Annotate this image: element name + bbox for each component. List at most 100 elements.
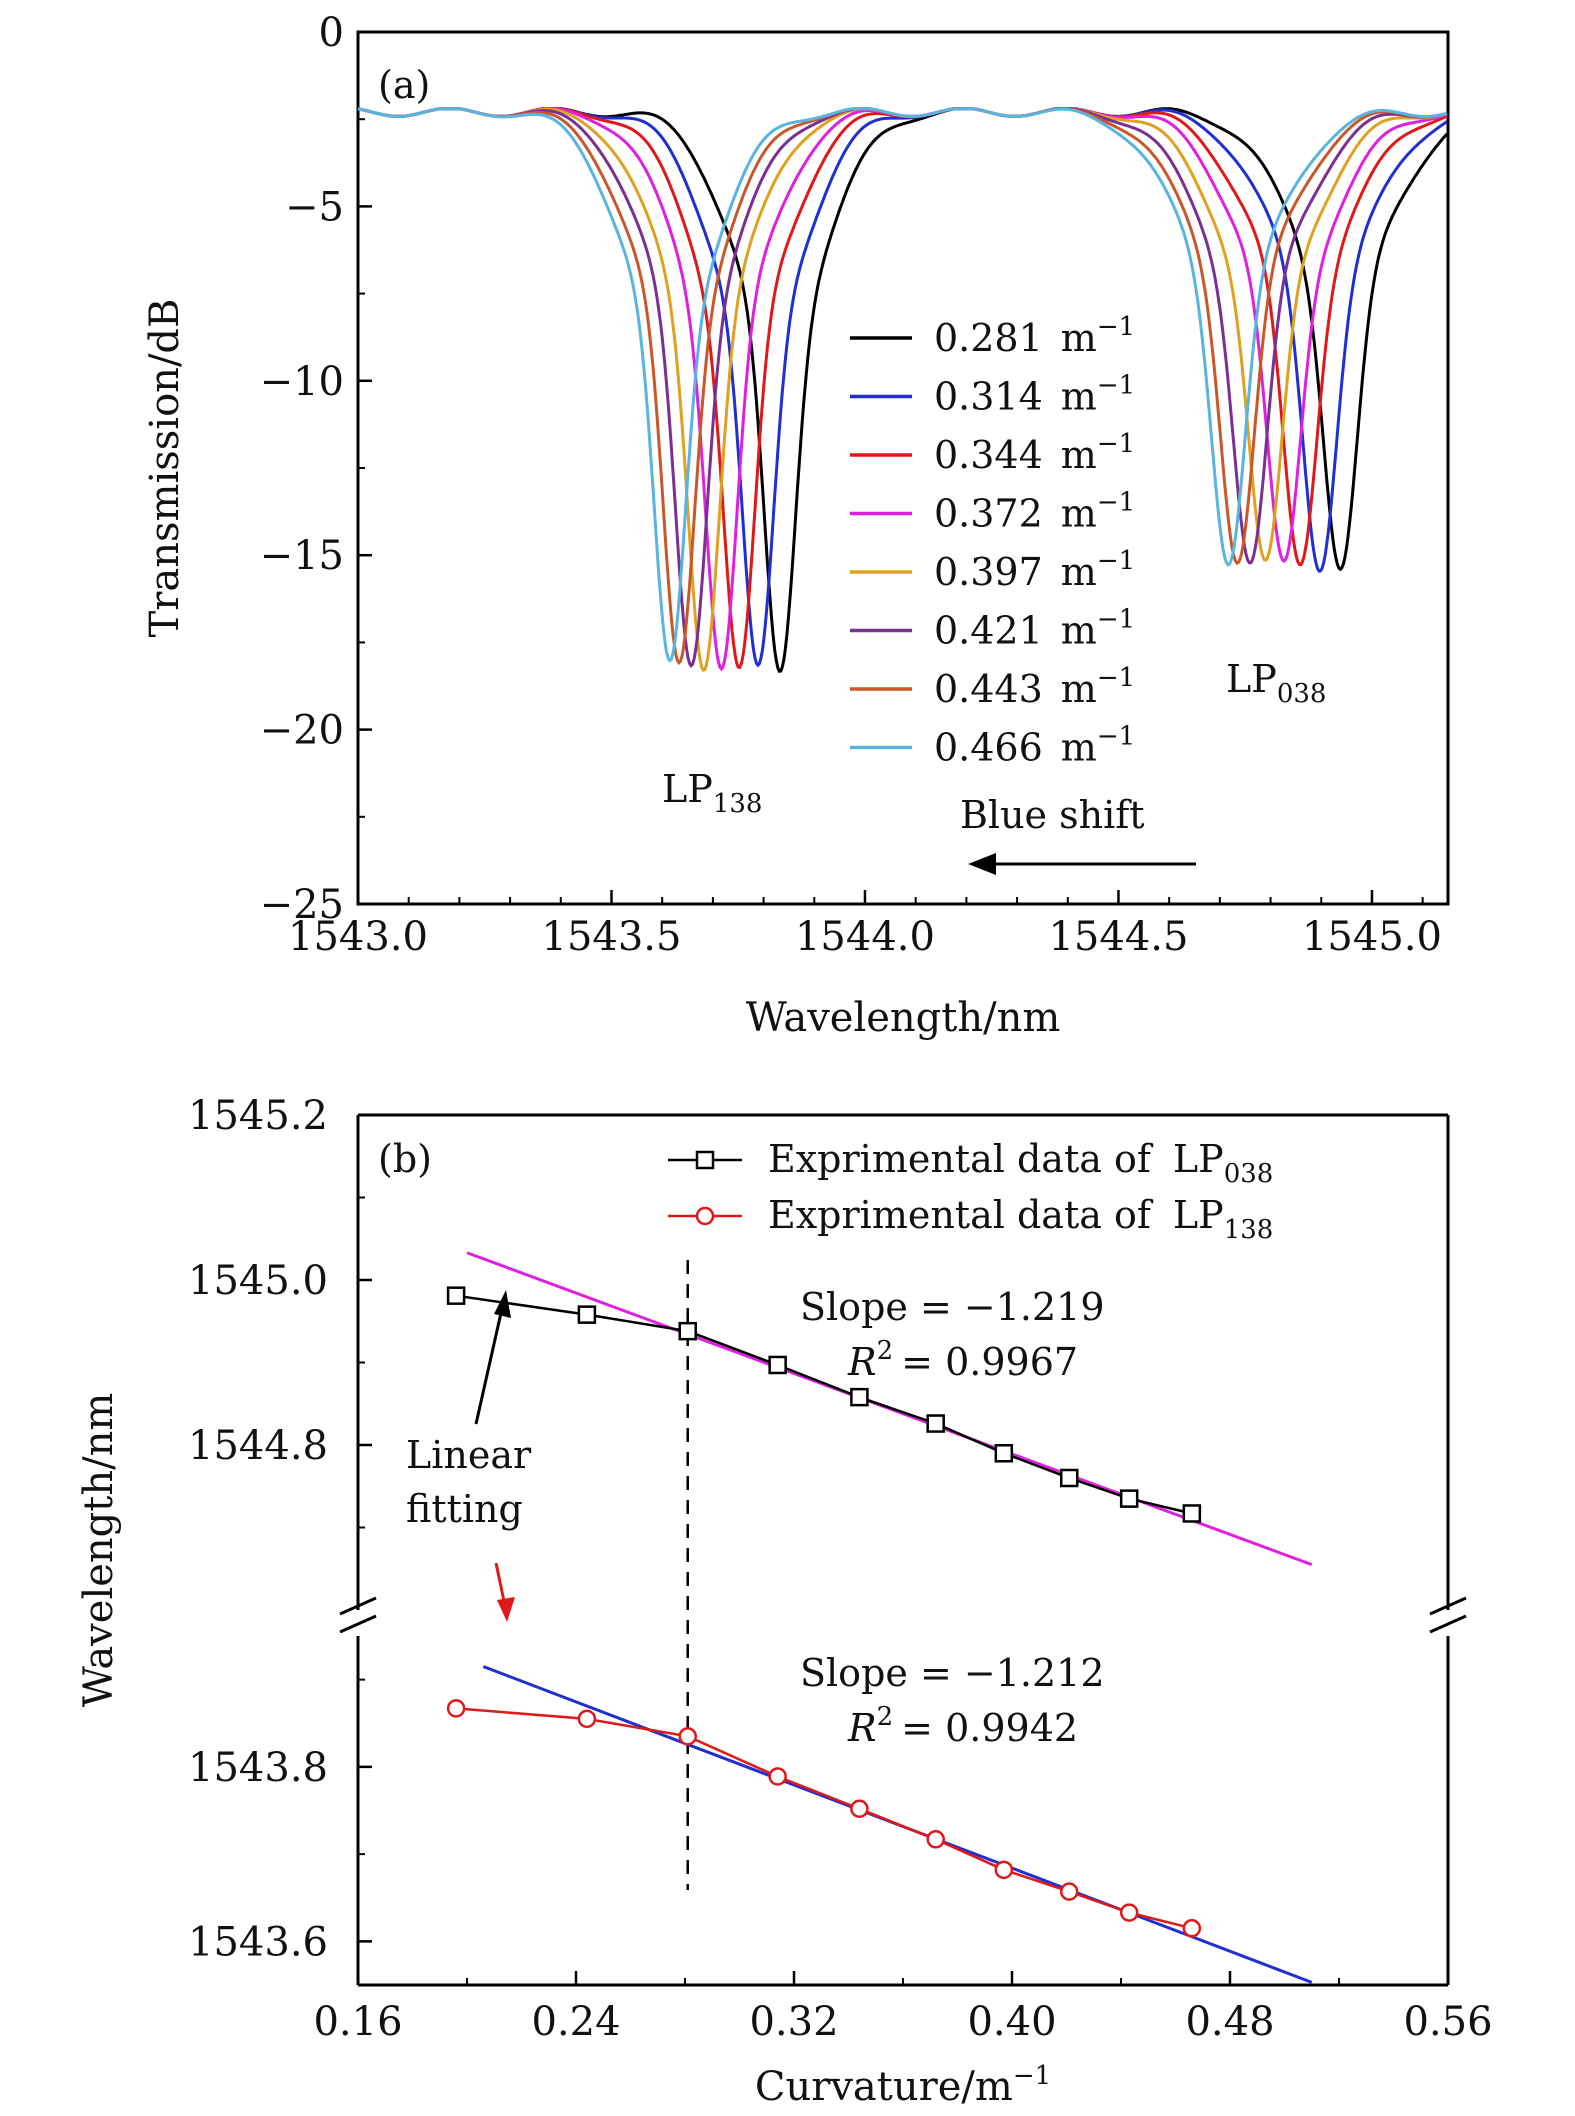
point-038 <box>1119 1489 1139 1508</box>
a-legend-label: 0.281 m−1 <box>934 312 1135 360</box>
a-legend-value: 0.443 <box>934 667 1043 711</box>
panel-b-label: (b) <box>378 1137 432 1181</box>
a-ytick-label: −10 <box>260 359 344 405</box>
a-legend-value: 0.281 <box>934 316 1043 360</box>
panel-b-xlabel: Curvature/m−1 <box>755 2061 1051 2110</box>
panel-a-legend: 0.281 m−10.314 m−10.344 m−10.372 m−10.397 m−1… <box>850 312 1135 770</box>
b-xtick-label: 0.40 <box>967 1999 1056 2045</box>
panel-a: 1543.0 1543.5 1544.0 1544.5 1545.0 0 −5 −10 −15 −… <box>142 10 1450 1041</box>
panel-a-xlabel: Wavelength/nm <box>746 995 1061 1041</box>
a-legend-value: 0.421 <box>934 609 1043 653</box>
a-legend-exp: −1 <box>1097 605 1135 635</box>
b-ytick-label: 1543.8 <box>188 1745 328 1791</box>
r2-lower-symbol: R <box>847 1706 877 1750</box>
a-legend-unit: m <box>1061 316 1097 360</box>
legend-lp038-base: LP <box>1173 1137 1224 1181</box>
a-legend-unit: m <box>1061 433 1097 477</box>
a-legend-label: 0.372 m−1 <box>934 488 1135 536</box>
blue-shift-label: Blue shift <box>960 793 1145 837</box>
axis-break-left <box>339 1596 377 1634</box>
point-138 <box>1059 1882 1079 1901</box>
r2-upper-exp: 2 <box>877 1336 894 1366</box>
panel-a-curves <box>357 107 1449 673</box>
a-legend-value: 0.344 <box>934 433 1043 477</box>
panel-b-frame <box>356 1113 1450 1987</box>
a-legend-unit: m <box>1061 550 1097 594</box>
panel-b-ylabel: Wavelength/nm <box>76 1393 122 1708</box>
slope-upper: Slope = −1.219 <box>800 1285 1105 1329</box>
b-ytick-label: 1545.2 <box>188 1093 328 1139</box>
a-legend-value: 0.466 <box>934 726 1043 770</box>
b-ytick-label: 1544.8 <box>188 1423 328 1469</box>
legend-item-lp138: Exprimental data of LP138 <box>668 1193 1273 1245</box>
panel-b-xlabel-base: Curvature/m <box>755 2064 1013 2110</box>
b-xtick-label: 0.16 <box>313 1999 402 2045</box>
spectrum-0.281 <box>357 107 1449 673</box>
panel-b-legend: Exprimental data of LP038 Exprimental dat… <box>668 1137 1273 1245</box>
slope-lower: Slope = −1.212 <box>800 1651 1105 1695</box>
panel-b-xlabel-exp: −1 <box>1013 2061 1051 2091</box>
point-138 <box>1182 1919 1202 1938</box>
a-xtick-label: 1545.0 <box>1302 914 1442 960</box>
point-038 <box>926 1414 945 1433</box>
point-038 <box>1059 1468 1079 1488</box>
a-legend-unit: m <box>1061 492 1097 536</box>
legend-lp138-base: LP <box>1173 1193 1224 1237</box>
b-xtick-label: 0.56 <box>1403 1999 1492 2045</box>
fit-arrow-black <box>474 1290 511 1425</box>
a-legend-exp: −1 <box>1097 429 1135 459</box>
a-legend-unit: m <box>1061 375 1097 419</box>
point-138 <box>850 1799 869 1819</box>
a-legend-exp: −1 <box>1097 312 1135 342</box>
spectrum-0.314 <box>357 107 1448 668</box>
point-138 <box>994 1860 1014 1880</box>
a-legend-exp: −1 <box>1097 546 1135 576</box>
spectrum-0.421 <box>357 107 1448 669</box>
a-legend-label: 0.466 m−1 <box>934 722 1135 770</box>
panel-b-ticks: 0.16 0.24 0.32 0.40 0.48 0.56 1544.8 1545.0 1545… <box>188 1093 1493 2045</box>
r2-lower-exp: 2 <box>877 1702 894 1732</box>
a-legend-label: 0.314 m−1 <box>934 371 1135 419</box>
a-legend-label: 0.421 m−1 <box>934 605 1135 653</box>
series-line-138 <box>455 1707 1193 1930</box>
legend-lp138-prefix: Exprimental data of <box>768 1193 1154 1237</box>
point-038 <box>994 1444 1014 1463</box>
a-legend-value: 0.372 <box>934 492 1043 536</box>
r2-lower: R2 = 0.9942 <box>847 1702 1078 1750</box>
lp138-sub: 138 <box>713 789 763 819</box>
point-138 <box>678 1727 697 1746</box>
lp038-base: LP <box>1226 657 1277 701</box>
point-138 <box>446 1699 466 1718</box>
panel-a-ticks: 1543.0 1543.5 1544.0 1544.5 1545.0 0 −5 −10 −15 −… <box>260 10 1442 960</box>
linear-fitting-line1: Linear <box>406 1433 532 1477</box>
lp038-label: LP038 <box>1226 657 1326 709</box>
spectrum-0.443 <box>357 107 1448 666</box>
point-138 <box>926 1830 945 1849</box>
point-038 <box>1182 1504 1202 1523</box>
panel-a-label: (a) <box>378 63 430 107</box>
point-038 <box>850 1387 869 1407</box>
a-ytick-label: −15 <box>260 533 344 579</box>
lp138-label: LP138 <box>662 767 762 819</box>
r2-upper-value: = 0.9967 <box>901 1340 1078 1384</box>
legend-lp038-sub: 038 <box>1224 1159 1274 1189</box>
a-xtick-label: 1543.5 <box>542 914 682 960</box>
point-038 <box>768 1355 787 1375</box>
legend-item-lp038: Exprimental data of LP038 <box>668 1137 1273 1189</box>
point-038 <box>577 1305 597 1324</box>
b-xtick-label: 0.24 <box>531 1999 620 2045</box>
legend-lp138-sub: 138 <box>1224 1215 1274 1245</box>
point-138 <box>1119 1903 1139 1922</box>
series-line-038 <box>455 1294 1193 1515</box>
a-legend-value: 0.397 <box>934 550 1043 594</box>
point-138 <box>577 1709 597 1729</box>
lp138-base: LP <box>662 767 713 811</box>
a-legend-exp: −1 <box>1097 722 1135 752</box>
panel-b-plot <box>446 1251 1313 1984</box>
a-legend-unit: m <box>1061 726 1097 770</box>
b-xtick-label: 0.48 <box>1185 1999 1274 2045</box>
a-legend-exp: −1 <box>1097 488 1135 518</box>
